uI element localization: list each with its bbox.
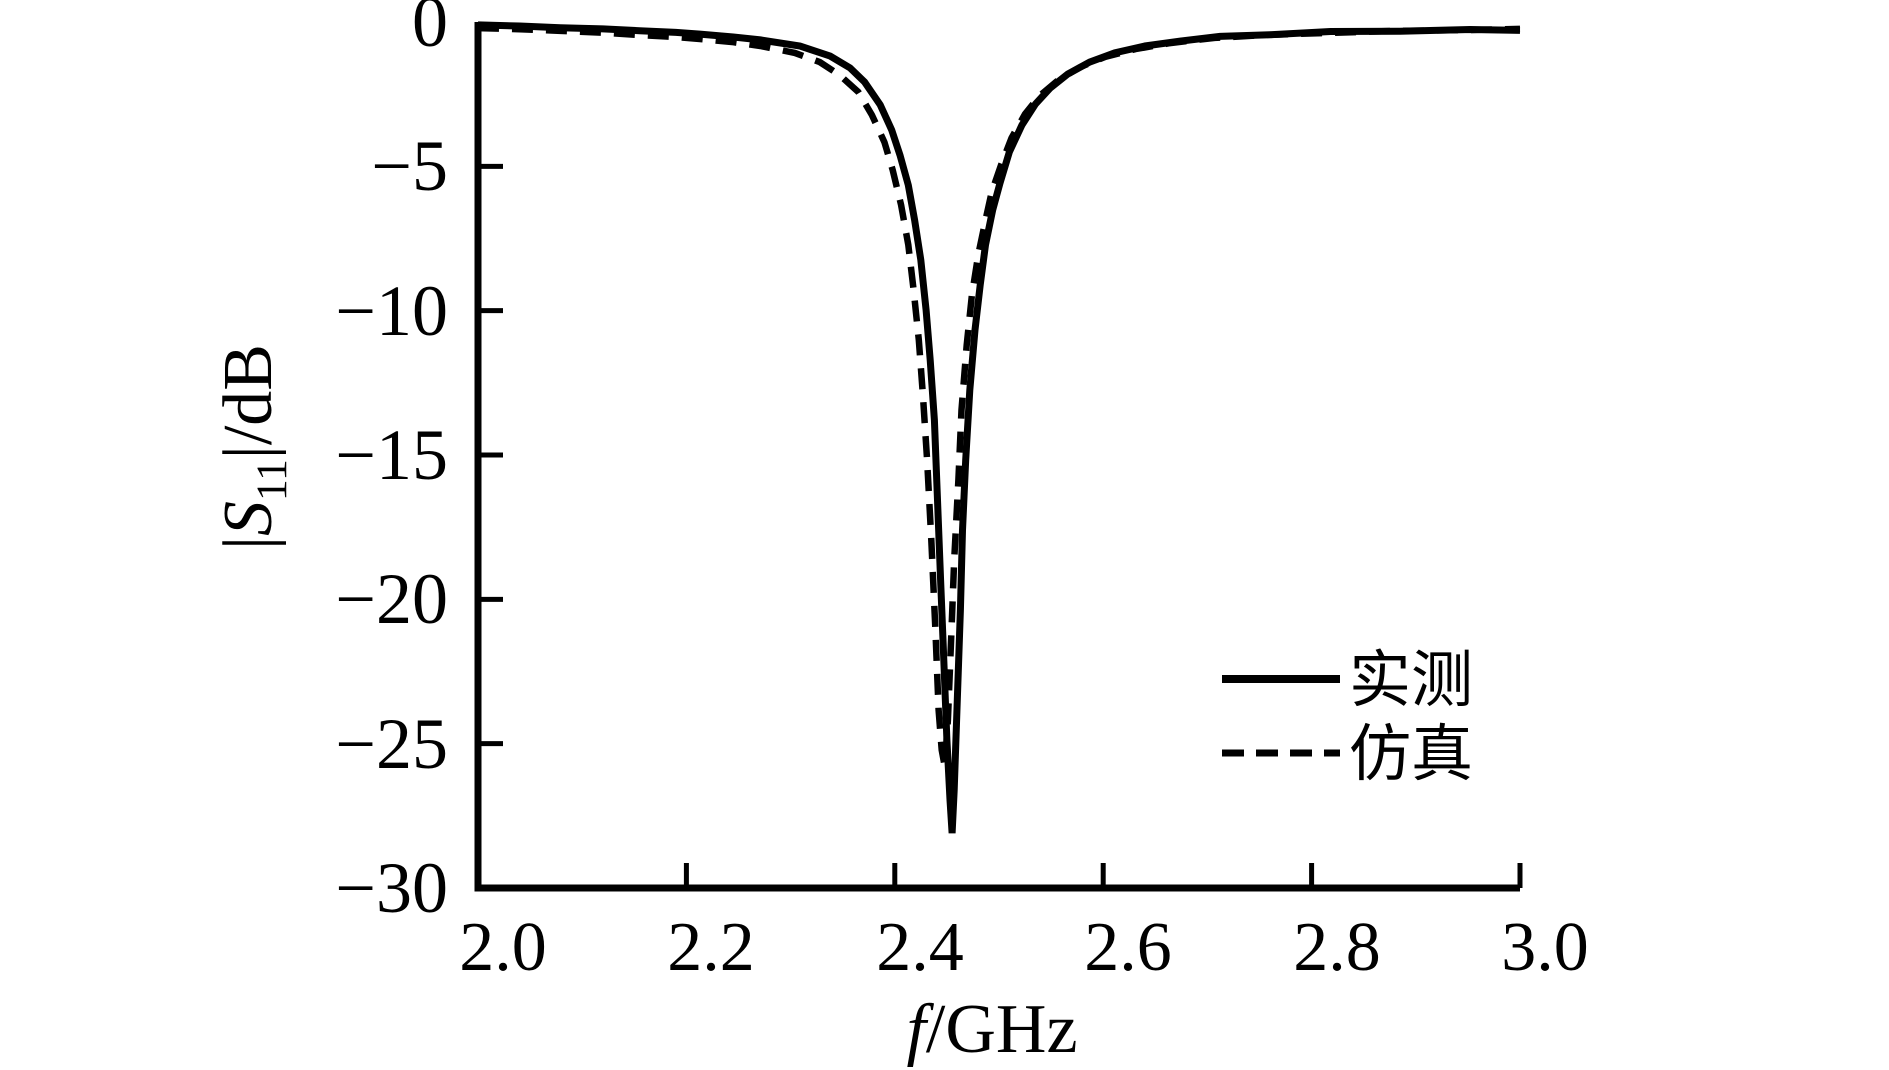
y-title-subscript: 11 bbox=[248, 459, 296, 501]
y-tick-label: −30 bbox=[335, 848, 448, 928]
measured-curve bbox=[477, 21, 1521, 834]
y-tick-label: 0 bbox=[412, 0, 448, 62]
y-title-symbol: S bbox=[210, 500, 287, 536]
y-title-suffix: |/dB bbox=[210, 344, 287, 460]
y-tick-label: −25 bbox=[335, 704, 448, 784]
x-tick-label: 2.8 bbox=[1293, 909, 1381, 986]
simulated-curve bbox=[477, 24, 1521, 768]
x-tick-label: 3.0 bbox=[1501, 909, 1589, 986]
legend-label-measured: 实测 bbox=[1349, 647, 1474, 715]
x-axis-ticks bbox=[683, 863, 1523, 888]
x-tick-label: 2.0 bbox=[459, 909, 547, 986]
y-tick-label: −20 bbox=[335, 559, 448, 639]
y-tick-label: −10 bbox=[335, 271, 448, 351]
x-axis-title: f/GHz bbox=[842, 993, 1142, 1067]
y-tick-label: −15 bbox=[335, 415, 448, 495]
y-tick-label: −5 bbox=[371, 126, 448, 206]
x-tick-label: 2.4 bbox=[876, 909, 964, 986]
y-axis-title: |S11|/dB bbox=[210, 297, 296, 597]
x-tick-label: 2.6 bbox=[1084, 909, 1172, 986]
y-title-bar-open: | bbox=[210, 535, 287, 550]
y-axis-ticks bbox=[478, 163, 503, 747]
x-title-symbol: f bbox=[906, 991, 926, 1068]
x-tick-label: 2.2 bbox=[667, 909, 755, 986]
legend-label-simulated: 仿真 bbox=[1349, 721, 1474, 789]
x-title-suffix: /GHz bbox=[925, 991, 1078, 1068]
